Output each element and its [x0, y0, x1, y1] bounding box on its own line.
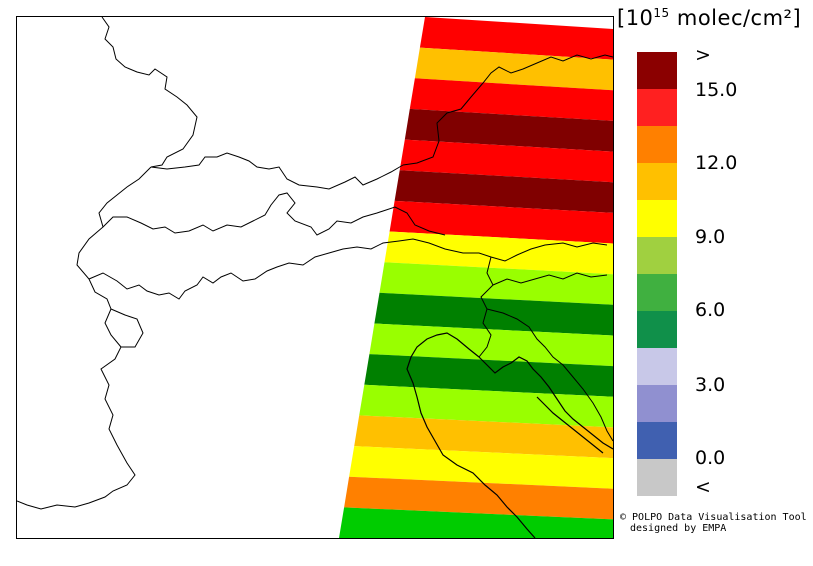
coast-line — [478, 356, 613, 450]
colorbar-label: 9.0 — [695, 226, 726, 248]
credit-line-1: © POLPO Data Visualisation Tool — [620, 512, 807, 523]
map-canvas — [17, 17, 613, 538]
swath-band — [354, 415, 613, 459]
colorbar-label: 0.0 — [695, 447, 726, 469]
swath-band — [374, 292, 613, 336]
unit-label: [1015 molec/cm²] — [617, 6, 801, 30]
country-borders — [17, 17, 613, 510]
colorbar-label: 12.0 — [695, 152, 738, 174]
border-line — [17, 166, 152, 510]
swath-band — [349, 446, 613, 489]
swath-band — [364, 354, 613, 397]
coast-line — [406, 332, 536, 538]
border-line — [486, 308, 613, 442]
border-line — [88, 238, 608, 300]
border-line — [150, 152, 404, 190]
credit-text: © POLPO Data Visualisation Tool designed… — [620, 512, 807, 534]
swath-band — [414, 47, 613, 91]
colorbar-swatch — [637, 163, 677, 200]
satellite-swath — [339, 17, 613, 538]
colorbar-swatch — [637, 348, 677, 385]
colorbar-swatch — [637, 274, 677, 311]
border-line — [402, 54, 613, 166]
swath-band — [384, 231, 613, 275]
colorbar-label: 15.0 — [695, 79, 738, 101]
swath-band — [389, 200, 613, 244]
colorbar-swatch — [637, 422, 677, 459]
swath-band — [399, 139, 613, 183]
colorbar — [637, 52, 677, 496]
swath-band — [409, 78, 613, 121]
swath-band — [344, 476, 613, 520]
coastline — [406, 332, 613, 538]
coast-line — [536, 396, 604, 454]
colorbar-label: > — [695, 44, 711, 66]
swath-band — [404, 108, 613, 152]
colorbar-swatch — [637, 89, 677, 126]
credit-line-2: designed by EMPA — [630, 523, 727, 534]
colorbar-swatch — [637, 385, 677, 422]
colorbar-swatch — [637, 126, 677, 163]
unit-exponent: 15 — [653, 6, 670, 20]
swath-band — [394, 170, 613, 213]
colorbar-swatch — [637, 200, 677, 237]
border-line — [110, 308, 144, 348]
map-frame — [16, 16, 614, 539]
colorbar-swatch — [637, 459, 677, 496]
swath-band — [339, 507, 613, 538]
colorbar-swatch — [637, 52, 677, 89]
border-line — [492, 272, 608, 286]
colorbar-label: 6.0 — [695, 299, 726, 321]
border-line — [101, 17, 198, 168]
swath-band — [419, 17, 613, 60]
border-line — [102, 192, 446, 236]
colorbar-swatch — [637, 237, 677, 274]
unit-prefix: [10 — [617, 6, 654, 30]
colorbar-swatch — [637, 311, 677, 348]
colorbar-label: < — [695, 476, 711, 498]
colorbar-label: 3.0 — [695, 374, 726, 396]
unit-suffix: molec/cm²] — [669, 6, 802, 30]
